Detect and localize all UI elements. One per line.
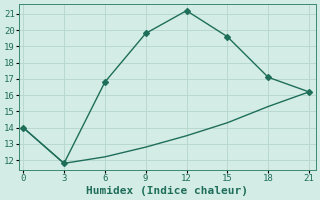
X-axis label: Humidex (Indice chaleur): Humidex (Indice chaleur) xyxy=(86,186,248,196)
